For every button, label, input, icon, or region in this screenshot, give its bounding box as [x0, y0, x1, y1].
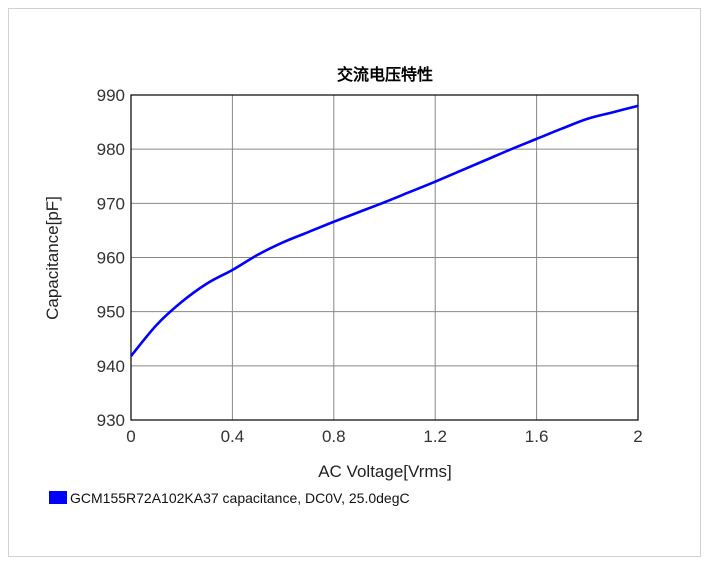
series-line: [129, 104, 639, 357]
legend: GCM155R72A102KA37 capacitance, DC0V, 25.…: [49, 490, 410, 506]
plot-area-border: [130, 94, 639, 421]
legend-label: GCM155R72A102KA37 capacitance, DC0V, 25.…: [70, 490, 410, 506]
x-axis-label: AC Voltage[Vrms]: [318, 462, 452, 481]
x-tick-label: 0: [126, 427, 135, 446]
y-tick-label: 950: [97, 303, 125, 322]
x-tick-label: 1.2: [423, 427, 447, 446]
x-tick-label: 0.4: [221, 427, 245, 446]
x-tick-labels: 0 0.4 0.8 1.2 1.6 2: [126, 427, 642, 446]
y-tick-label: 930: [97, 411, 125, 430]
y-tick-label: 940: [97, 357, 125, 376]
x-tick-label: 2: [633, 427, 642, 446]
y-tick-label: 990: [97, 86, 125, 105]
x-tick-label: 0.8: [322, 427, 346, 446]
y-tick-labels: 930 940 950 960 970 980 990: [97, 86, 125, 430]
x-tick-label: 1.6: [525, 427, 549, 446]
chart-title: 交流电压特性: [337, 65, 433, 84]
panel-border: [8, 8, 701, 557]
series-group: [129, 104, 639, 357]
y-tick-label: 960: [97, 249, 125, 268]
y-tick-label: 970: [97, 194, 125, 213]
y-tick-label: 980: [97, 140, 125, 159]
y-axis-label: Capacitance[pF]: [43, 196, 62, 320]
legend-swatch: [49, 491, 67, 504]
